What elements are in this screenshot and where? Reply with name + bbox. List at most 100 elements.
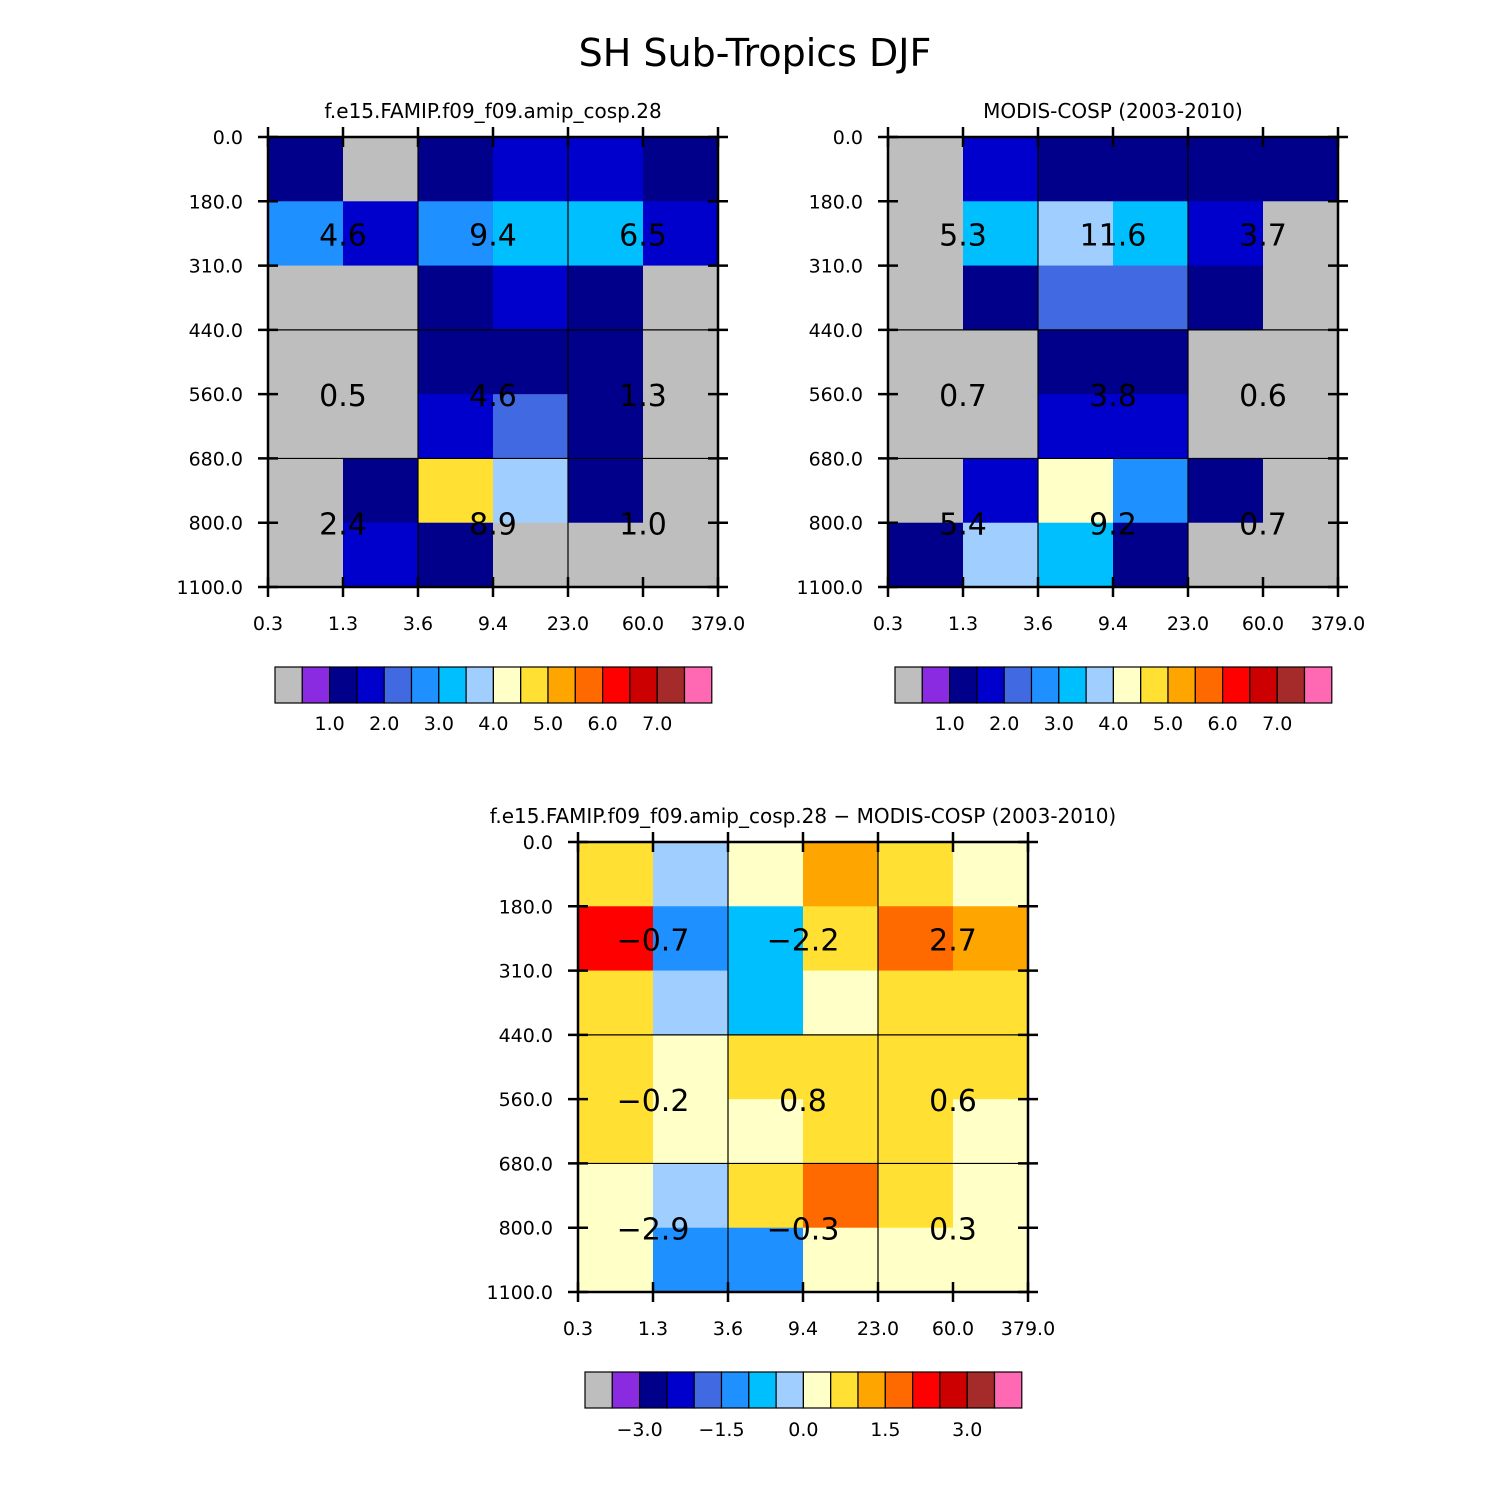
heatmap-cell	[418, 137, 494, 202]
heatmap-cell	[568, 265, 644, 331]
group-value-label: 9.2	[1089, 508, 1137, 543]
heatmap-cell	[653, 1163, 729, 1229]
heatmap-cell	[493, 394, 569, 459]
colorbar-label: 5.0	[533, 713, 563, 735]
colorbar-label: 2.0	[369, 713, 399, 735]
heatmap-cell	[953, 1034, 1029, 1100]
heatmap-cell	[728, 842, 804, 907]
heatmap-cell	[878, 1227, 954, 1293]
heatmap-cell	[953, 1163, 1029, 1229]
heatmap-cell	[963, 137, 1039, 202]
heatmap-cell	[493, 265, 569, 331]
heatmap-cell	[493, 137, 569, 202]
x-tick-label: 379.0	[691, 613, 745, 635]
x-tick-label: 23.0	[1167, 613, 1209, 635]
colorbar-swatch	[410, 666, 440, 704]
heatmap-cell	[963, 394, 1039, 459]
colorbar-swatch	[574, 666, 604, 704]
group-value-label: 4.6	[319, 218, 367, 253]
colorbar-swatch	[1112, 666, 1142, 704]
heatmap-cell	[643, 265, 719, 331]
heatmap-cell	[888, 329, 964, 395]
colorbar-swatch	[1003, 666, 1033, 704]
heatmap-cell	[1263, 201, 1339, 267]
heatmap-cell	[568, 522, 644, 588]
x-tick-label: 0.3	[563, 1318, 593, 1340]
colorbar-swatch	[775, 1371, 804, 1409]
heatmap-cell	[653, 1227, 729, 1293]
group-value-label: 0.8	[779, 1084, 827, 1119]
colorbar-label: 0.0	[788, 1419, 818, 1441]
colorbar-label: 7.0	[642, 713, 672, 735]
heatmap-cell	[1188, 394, 1264, 459]
x-tick-label: 9.4	[788, 1318, 818, 1340]
x-tick-label: 379.0	[1311, 613, 1365, 635]
group-value-label: 1.3	[619, 379, 667, 414]
heatmap-cell	[578, 1163, 654, 1229]
x-tick-label: 23.0	[547, 613, 589, 635]
colorbar-swatch	[1276, 666, 1306, 704]
x-tick-label: 0.3	[253, 613, 283, 635]
colorbar-swatch	[884, 1371, 914, 1409]
colorbar-swatch	[1221, 666, 1251, 704]
heatmap-cell	[493, 201, 569, 267]
heatmap-cell	[1188, 265, 1264, 331]
y-tick-label: 180.0	[499, 896, 553, 918]
heatmap-cell	[1263, 265, 1339, 331]
x-tick-label: 23.0	[857, 1318, 899, 1340]
colorbar-swatch	[748, 1371, 777, 1409]
colorbar-swatch	[830, 1371, 859, 1409]
x-tick-label: 3.6	[403, 613, 433, 635]
y-tick-label: 440.0	[809, 320, 863, 342]
heatmap-cell	[803, 1163, 879, 1229]
heatmap-cell	[343, 329, 419, 395]
heatmap-cell	[803, 1099, 879, 1164]
heatmap-cell	[1038, 329, 1114, 395]
group-value-label: 2.4	[319, 508, 367, 543]
y-tick-label: 560.0	[189, 384, 243, 406]
x-tick-label: 9.4	[1098, 613, 1128, 635]
y-tick-label: 310.0	[809, 256, 863, 278]
heatmap-cell	[953, 1099, 1029, 1164]
heatmap-cell	[568, 458, 644, 524]
colorbar-label: 6.0	[587, 713, 617, 735]
heatmap-cell	[878, 842, 954, 907]
colorbar-swatch	[1030, 666, 1060, 704]
colorbar-swatch	[966, 1371, 996, 1409]
heatmap-cell	[418, 458, 494, 524]
heatmap-cell	[1038, 522, 1114, 588]
heatmap-cell	[1038, 137, 1114, 202]
heatmap-cell	[803, 842, 879, 907]
heatmap-cell	[343, 137, 419, 202]
heatmap-cell	[343, 201, 419, 267]
heatmap-cell	[643, 522, 719, 588]
heatmap-cell	[578, 906, 654, 972]
heatmap-cell	[1188, 522, 1264, 588]
group-value-label: 0.5	[319, 379, 367, 414]
heatmap-cell	[653, 1099, 729, 1164]
heatmap-cell	[1263, 522, 1339, 588]
heatmap-cell	[268, 201, 344, 267]
heatmap-cell	[1038, 394, 1114, 459]
heatmap-cell	[803, 1034, 879, 1100]
colorbar-swatch	[438, 666, 467, 704]
colorbar-swatch	[584, 1371, 613, 1409]
y-tick-label: 680.0	[809, 448, 863, 470]
heatmap-cell	[418, 201, 494, 267]
heatmap-cell	[493, 522, 569, 588]
colorbar-swatch	[911, 1371, 941, 1409]
group-value-label: −0.7	[617, 923, 690, 958]
y-tick-label: 680.0	[499, 1153, 553, 1175]
colorbar-swatch	[1140, 666, 1169, 704]
y-tick-label: 180.0	[189, 191, 243, 213]
heatmap-cell	[343, 265, 419, 331]
heatmap-cell	[878, 970, 954, 1036]
heatmap-cell	[803, 1227, 879, 1293]
colorbar-swatch	[1303, 666, 1333, 704]
colorbar-swatch	[601, 666, 631, 704]
heatmap-cell	[888, 265, 964, 331]
colorbar-label: 1.0	[934, 713, 964, 735]
heatmap-cell	[1038, 265, 1114, 331]
heatmap-cell	[878, 1163, 954, 1229]
heatmap-cell	[268, 137, 344, 202]
